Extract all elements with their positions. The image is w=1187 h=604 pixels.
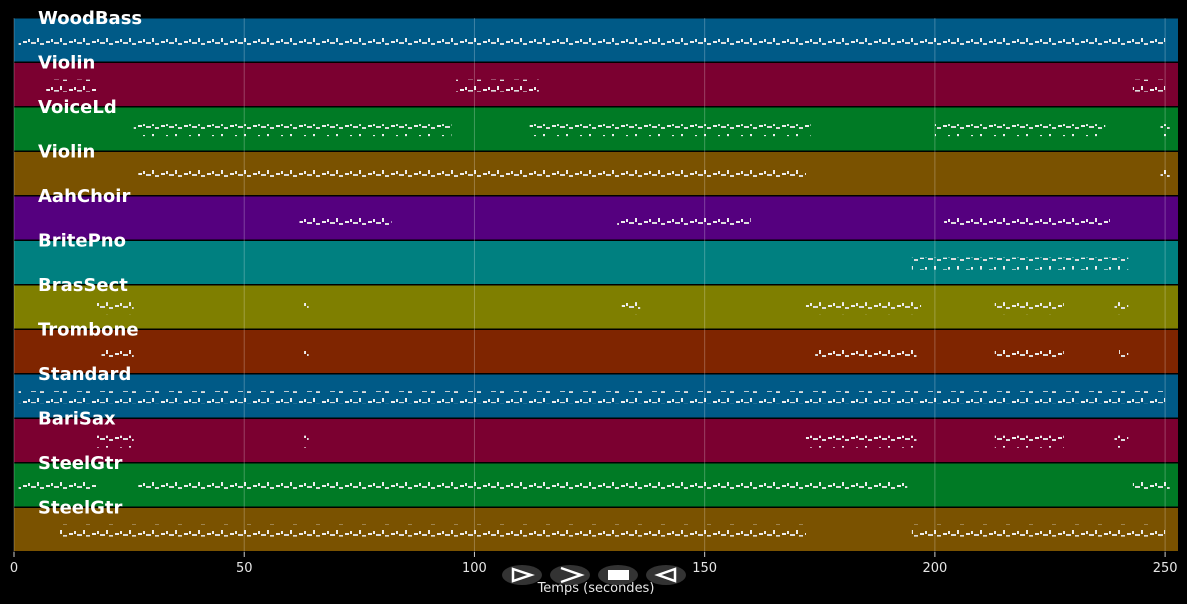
note-segment <box>18 391 1166 404</box>
note-segment <box>96 302 134 315</box>
play-button[interactable] <box>502 565 542 585</box>
note-segment <box>304 435 309 448</box>
note-segment <box>101 346 134 359</box>
note-segment <box>1132 480 1170 493</box>
track-lane <box>14 63 1178 106</box>
track-name: Violin <box>38 53 95 74</box>
note-segment <box>456 79 539 92</box>
x-axis-label: Temps (secondes) <box>537 581 655 596</box>
track-name: Standard <box>38 364 131 385</box>
note-segment <box>1114 302 1129 315</box>
note-segment <box>299 213 392 226</box>
x-tick-label: 150 <box>692 561 717 576</box>
x-tick-label: 250 <box>1153 561 1178 576</box>
note-segment <box>1132 79 1166 92</box>
note-segment <box>934 124 1106 137</box>
track-name: WoodBass <box>38 8 142 29</box>
note-segment <box>138 168 806 181</box>
track-name: BariSax <box>38 409 116 430</box>
note-segment <box>529 124 811 137</box>
playback-controls <box>502 565 686 585</box>
note-segment <box>1160 168 1170 181</box>
track-lane <box>14 330 1178 373</box>
note-segment <box>133 124 452 137</box>
stop-button[interactable] <box>598 565 638 585</box>
note-segment <box>911 257 1129 270</box>
track-name: AahChoir <box>38 186 130 207</box>
note-segment <box>994 435 1064 448</box>
track-lane <box>14 285 1178 329</box>
track-name: VoiceLd <box>38 97 117 118</box>
note-segment <box>994 302 1064 315</box>
tracks <box>14 18 1178 551</box>
note-segment <box>815 346 917 359</box>
note-segment <box>805 302 922 315</box>
track-name: BrasSect <box>38 275 128 296</box>
note-segment <box>304 346 309 359</box>
track-lane <box>14 419 1178 462</box>
x-tick-label: 50 <box>236 561 253 576</box>
track-name: Trombone <box>38 320 139 341</box>
track-name: BritePno <box>38 231 126 252</box>
track-name: SteelGtr <box>38 498 123 519</box>
note-segment <box>944 213 1110 226</box>
note-segment <box>60 524 806 537</box>
note-segment <box>994 346 1064 359</box>
note-segment <box>18 480 97 493</box>
note-segment <box>1160 124 1170 137</box>
note-segment <box>304 302 309 315</box>
labels: WoodBass Violin VoiceLd Violin AahChoir Brite… <box>10 8 1178 576</box>
note-segment <box>1119 346 1129 359</box>
forward-button[interactable] <box>550 565 590 585</box>
x-tick-label: 200 <box>922 561 947 576</box>
note-segment <box>911 524 1166 537</box>
rewind-button[interactable] <box>646 565 686 585</box>
note-segment <box>138 480 908 493</box>
grid <box>13 18 1166 557</box>
note-segment <box>617 213 751 226</box>
note-segment <box>621 302 641 315</box>
note-segment <box>46 79 97 92</box>
note-segment <box>805 435 917 448</box>
note-segment <box>96 435 134 448</box>
x-tick-label: 0 <box>10 561 18 576</box>
note-segment <box>1114 435 1129 448</box>
x-tick-label: 100 <box>462 561 487 576</box>
track-name: Violin <box>38 142 95 163</box>
track-name: SteelGtr <box>38 453 123 474</box>
note-segment <box>18 35 1166 48</box>
